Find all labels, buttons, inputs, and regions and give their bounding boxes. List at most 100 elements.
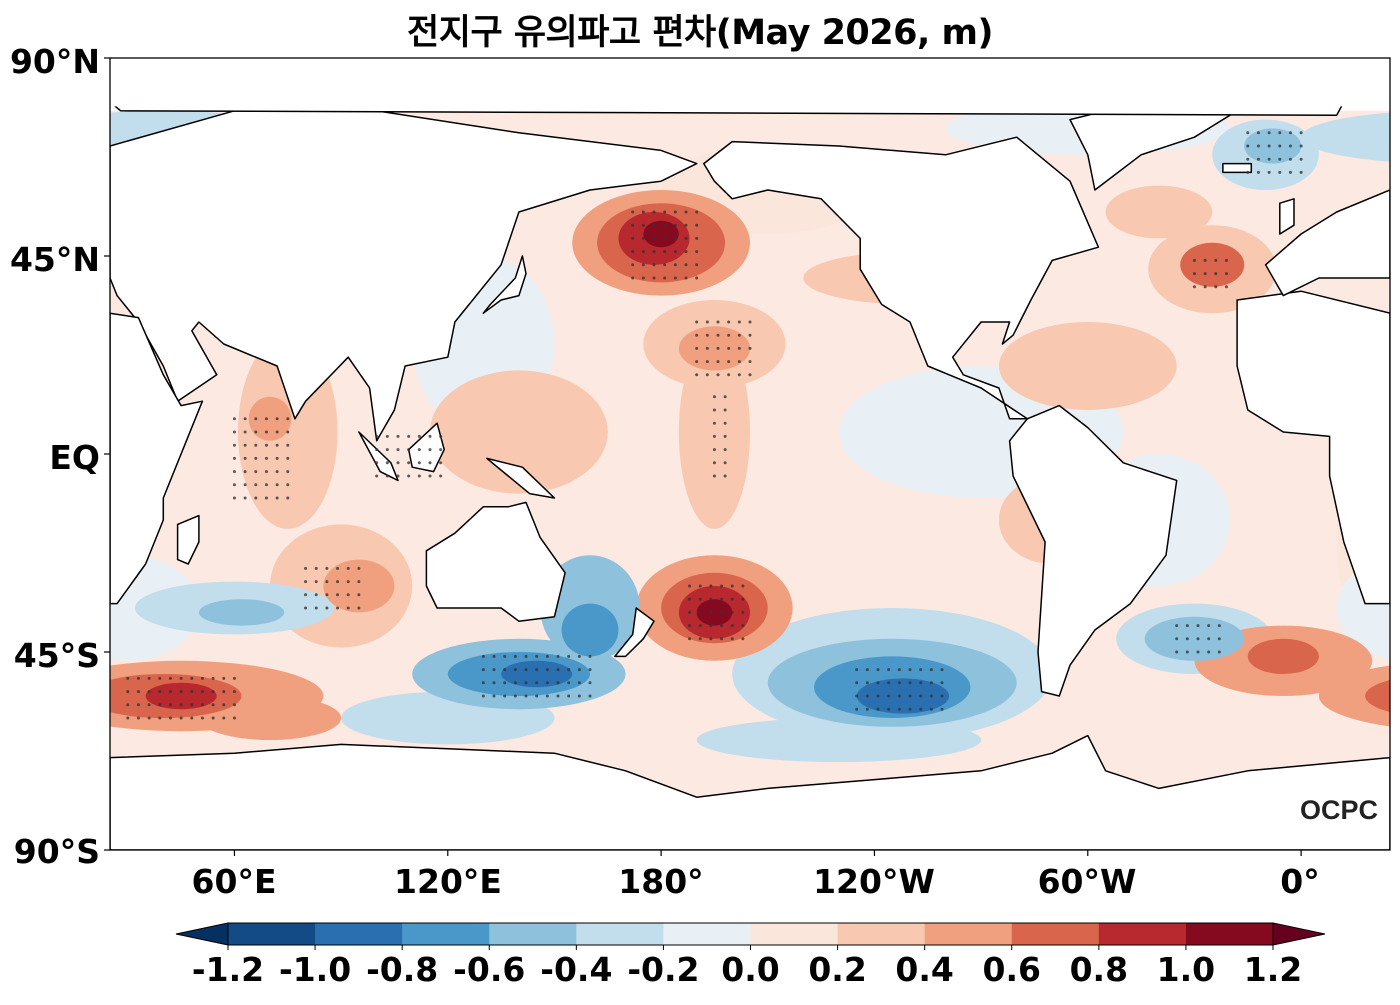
significance-dot	[652, 236, 656, 240]
significance-dot	[211, 703, 215, 707]
significance-dot	[535, 681, 539, 685]
significance-dot	[908, 668, 912, 672]
significance-dot	[147, 703, 151, 707]
significance-dot	[730, 597, 734, 601]
colorbar-label: -1.2	[191, 950, 265, 989]
land-japan	[482, 255, 527, 314]
significance-dot	[168, 703, 172, 707]
significance-dot	[1217, 624, 1221, 628]
significance-dot	[876, 694, 880, 698]
significance-dot	[716, 373, 720, 377]
significance-dot	[190, 676, 194, 680]
significance-dot	[439, 448, 443, 452]
significance-dot	[1185, 637, 1189, 641]
significance-dot	[695, 320, 699, 324]
land-n-america	[703, 136, 1100, 420]
colorbar-segment	[1098, 923, 1187, 945]
significance-dot	[698, 584, 702, 588]
significance-dot	[357, 566, 361, 570]
significance-dot	[222, 703, 226, 707]
significance-dot	[698, 597, 702, 601]
significance-dot	[336, 580, 340, 584]
significance-dot	[712, 395, 716, 399]
significance-dot	[919, 707, 923, 711]
significance-dot	[481, 654, 485, 658]
significance-dot	[264, 470, 268, 474]
significance-dot	[709, 637, 713, 641]
colorbar-extend-high	[1272, 922, 1326, 946]
significance-dot	[513, 668, 517, 672]
x-tick-label: 180°	[618, 862, 704, 901]
significance-dot	[556, 681, 560, 685]
colorbar-segment	[576, 923, 664, 945]
significance-dot	[385, 434, 389, 438]
significance-dot	[673, 250, 677, 254]
significance-dot	[887, 681, 891, 685]
contour-band	[0, 128, 21, 163]
significance-dot	[556, 654, 560, 658]
significance-dot	[407, 448, 411, 452]
significance-dot	[492, 694, 496, 698]
significance-dot	[336, 606, 340, 610]
significance-dot	[232, 430, 236, 434]
colorbar-label: -0.8	[366, 950, 439, 989]
significance-dot	[695, 250, 699, 254]
significance-dot	[695, 236, 699, 240]
significance-dot	[919, 668, 923, 672]
significance-dot	[200, 676, 204, 680]
significance-dot	[556, 668, 560, 672]
significance-dot	[737, 346, 741, 350]
significance-dot	[652, 276, 656, 280]
significance-dot	[243, 430, 247, 434]
significance-dot	[545, 654, 549, 658]
significance-dot	[897, 694, 901, 698]
significance-dot	[723, 448, 727, 452]
significance-dot	[243, 417, 247, 421]
significance-dot	[1288, 157, 1292, 161]
significance-dot	[688, 637, 692, 641]
y-tick-label: 90°N	[9, 42, 100, 81]
contour-band	[696, 599, 733, 626]
significance-dot	[417, 434, 421, 438]
significance-dot	[887, 668, 891, 672]
significance-dot	[1256, 170, 1260, 174]
significance-dot	[1192, 285, 1196, 289]
significance-dot	[325, 580, 329, 584]
significance-dot	[730, 610, 734, 614]
significance-dot	[673, 210, 677, 214]
significance-dot	[723, 395, 727, 399]
significance-dot	[855, 681, 859, 685]
significance-dot	[168, 716, 172, 720]
significance-dot	[588, 694, 592, 698]
y-tick-label: 90°S	[13, 832, 100, 871]
significance-dot	[1214, 272, 1218, 276]
significance-dot	[730, 624, 734, 628]
significance-dot	[865, 694, 869, 698]
significance-dot	[275, 417, 279, 421]
significance-dot	[652, 250, 656, 254]
significance-dot	[1214, 258, 1218, 262]
significance-dot	[940, 707, 944, 711]
significance-dot	[481, 694, 485, 698]
significance-dot	[304, 580, 308, 584]
significance-dot	[631, 263, 635, 267]
contour-band	[1247, 638, 1319, 675]
significance-dot	[897, 707, 901, 711]
significance-dot	[1185, 624, 1189, 628]
significance-dot	[567, 681, 571, 685]
significance-dot	[695, 263, 699, 267]
x-tick-label: 60°W	[1037, 862, 1137, 901]
significance-dot	[264, 443, 268, 447]
significance-dot	[275, 483, 279, 487]
significance-dot	[737, 320, 741, 324]
significance-dot	[407, 434, 411, 438]
significance-dot	[1203, 272, 1207, 276]
significance-dot	[641, 276, 645, 280]
y-tick-label: 45°N	[9, 240, 100, 279]
colorbar-segment	[315, 923, 403, 945]
significance-dot	[876, 668, 880, 672]
significance-dot	[940, 694, 944, 698]
y-tick-label: 45°S	[13, 636, 100, 675]
significance-dot	[741, 584, 745, 588]
significance-dot	[588, 681, 592, 685]
